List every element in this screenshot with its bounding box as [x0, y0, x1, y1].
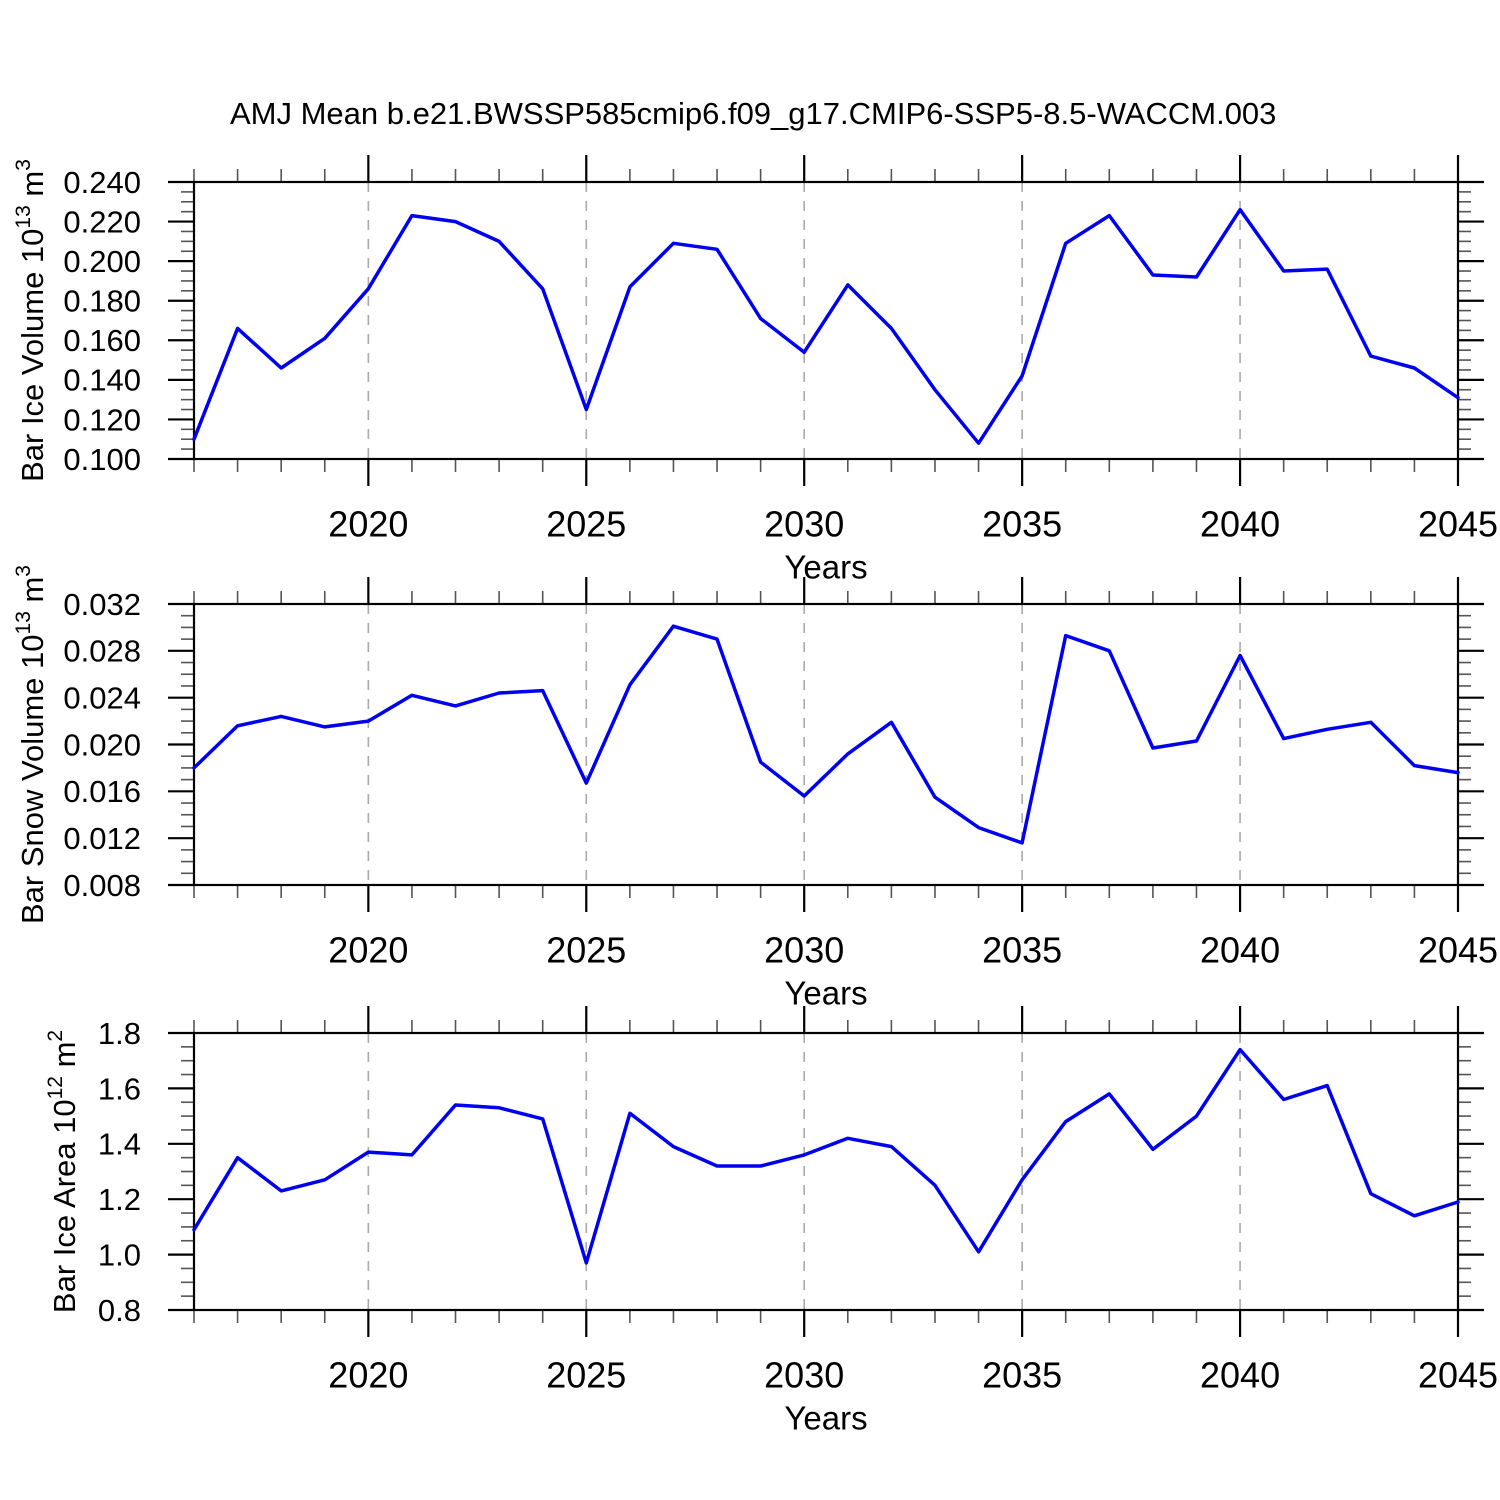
y-tick-label: 0.100 — [63, 442, 141, 477]
x-tick-label: 2040 — [1200, 930, 1280, 971]
y-tick-label: 1.6 — [98, 1071, 141, 1106]
y-tick-label: 0.160 — [63, 323, 141, 358]
y-axis-title: Bar Ice Area 1012 m2 — [44, 1030, 82, 1313]
bar-snow-volume-line — [192, 624, 1460, 845]
x-axis-title: Years — [784, 549, 867, 586]
x-tick-label: 2025 — [546, 1355, 626, 1396]
x-tick-label: 2020 — [328, 504, 408, 545]
y-axis-title: Bar Ice Volume 1013 m3 — [12, 159, 50, 482]
y-tick-label: 0.200 — [63, 244, 141, 279]
y-tick-label: 0.020 — [63, 727, 141, 762]
x-tick-label: 2045 — [1418, 504, 1498, 545]
x-tick-label: 2030 — [764, 930, 844, 971]
bar-ice-volume-panel: 0.240 0.220 0.200 0.180 0.160 0.140 0.120 0.100… — [12, 155, 1498, 586]
y-tick-label: 0.220 — [63, 204, 141, 239]
y-tick-label: 0.8 — [98, 1293, 141, 1328]
y-tick-label: 1.2 — [98, 1182, 141, 1217]
x-tick-label: 2025 — [546, 504, 626, 545]
plot-frame — [192, 1031, 1460, 1312]
x-tick-label: 2030 — [764, 1355, 844, 1396]
y-tick-label: 1.4 — [98, 1127, 141, 1162]
bar-snow-volume-panel: 0.032 0.028 0.024 0.020 0.016 0.012 0.008 2020 2… — [12, 565, 1498, 1012]
x-axis-title: Years — [784, 1400, 867, 1437]
x-tick-label: 2040 — [1200, 504, 1280, 545]
x-tick-label: 2030 — [764, 504, 844, 545]
y-tick-label: 0.240 — [63, 165, 141, 200]
y-tick-label: 0.180 — [63, 284, 141, 319]
y-tick-label: 1.8 — [98, 1016, 141, 1051]
x-tick-label: 2025 — [546, 930, 626, 971]
y-tick-label: 0.008 — [63, 868, 141, 903]
x-axis-title: Years — [784, 975, 867, 1012]
plot-frame — [192, 180, 1460, 461]
x-tick-label: 2020 — [328, 1355, 408, 1396]
x-tick-label: 2045 — [1418, 930, 1498, 971]
plot-frame — [192, 602, 1460, 887]
y-tick-label: 0.140 — [63, 363, 141, 398]
bar-ice-area-line — [192, 1047, 1460, 1265]
x-tick-label: 2045 — [1418, 1355, 1498, 1396]
y-tick-label: 0.120 — [63, 402, 141, 437]
x-tick-label: 2020 — [328, 930, 408, 971]
x-tick-label: 2035 — [982, 1355, 1062, 1396]
x-tick-label: 2040 — [1200, 1355, 1280, 1396]
y-tick-label: 0.016 — [63, 774, 141, 809]
x-tick-label: 2035 — [982, 504, 1062, 545]
plot-title: AMJ Mean b.e21.BWSSP585cmip6.f09_g17.CMI… — [230, 96, 1277, 131]
y-tick-label: 0.012 — [63, 821, 141, 856]
y-axis-title: Bar Snow Volume 1013 m3 — [12, 565, 50, 924]
y-tick-label: 0.028 — [63, 634, 141, 669]
x-tick-label: 2035 — [982, 930, 1062, 971]
bar-ice-volume-line — [192, 207, 1460, 445]
bar-ice-area-panel: 1.8 1.6 1.4 1.2 1.0 0.8 2020 2025 2030 2035 2040 20… — [44, 1006, 1498, 1437]
y-tick-label: 0.024 — [63, 681, 141, 716]
y-tick-label: 0.032 — [63, 587, 141, 622]
y-tick-label: 1.0 — [98, 1237, 141, 1272]
